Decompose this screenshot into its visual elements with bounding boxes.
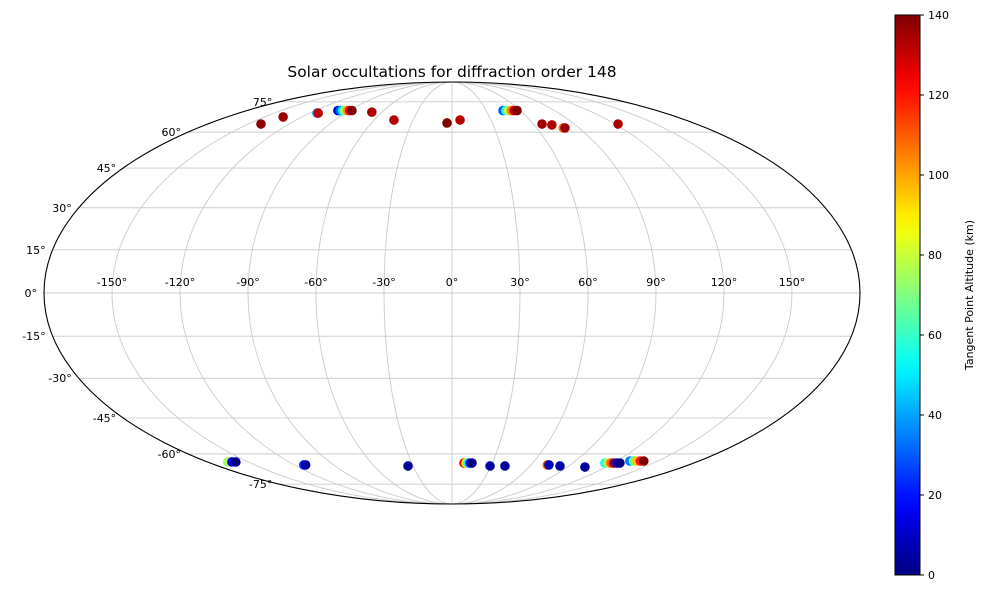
- lon-tick-labels: -150° -120° -90° -60° -30° 0° 30° 60° 90° 120° 150…: [97, 276, 805, 289]
- colorbar-tick-label: 0: [928, 569, 935, 582]
- lon-tick-label: -90°: [236, 276, 259, 289]
- lon-tick-label: 120°: [711, 276, 738, 289]
- lat-tick-label: -60°: [158, 448, 181, 461]
- data-point: [389, 115, 399, 125]
- colorbar-tick-label: 60: [928, 329, 942, 342]
- lat-tick-label: -15°: [22, 330, 45, 343]
- colorbar-tick-label: 20: [928, 489, 942, 502]
- data-point: [455, 115, 465, 125]
- colorbar-label: Tangent Point Altitude (km): [963, 220, 976, 371]
- lon-tick-label: -60°: [304, 276, 327, 289]
- lon-tick-label: 30°: [510, 276, 530, 289]
- gridline-meridian: [451, 81, 725, 505]
- data-point: [547, 120, 557, 130]
- lon-tick-label: 0°: [446, 276, 459, 289]
- colorbar-tick-label: 80: [928, 249, 942, 262]
- colorbar-tick-label: 120: [928, 89, 949, 102]
- lon-tick-label: -30°: [372, 276, 395, 289]
- data-point: [442, 118, 452, 128]
- lon-tick-label: -150°: [97, 276, 127, 289]
- data-point: [300, 460, 311, 470]
- lat-tick-label: 60°: [161, 126, 181, 139]
- data-point: [313, 108, 323, 118]
- data-point: [544, 460, 554, 470]
- gridline-meridian: [451, 81, 657, 505]
- data-point: [485, 461, 495, 471]
- gridline-meridian: [383, 81, 453, 505]
- data-point: [512, 105, 522, 116]
- lat-tick-label: 0°: [25, 287, 38, 300]
- lon-tick-label: 90°: [646, 276, 666, 289]
- map-outline: [43, 81, 861, 505]
- lat-tick-label: 30°: [52, 202, 72, 215]
- lat-tick-label: 15°: [26, 244, 46, 257]
- data-point: [231, 457, 241, 467]
- data-point: [403, 461, 413, 471]
- colorbar: [894, 14, 921, 576]
- colorbar-tick-label: 40: [928, 409, 942, 422]
- lon-tick-label: 150°: [779, 276, 806, 289]
- plot-title: Solar occultations for diffraction order…: [287, 63, 616, 81]
- colorbar-tick-label: 140: [928, 9, 949, 22]
- data-point: [347, 105, 357, 116]
- data-point: [555, 461, 565, 471]
- data-point: [638, 456, 649, 466]
- gridline-meridian: [247, 81, 453, 505]
- data-points: [223, 105, 649, 472]
- gridline-meridian: [179, 81, 453, 505]
- data-point: [580, 462, 590, 472]
- lat-tick-labels: 75° 60° 45° 30° 15° 0° -15° -30° -45° -60° -75°: [22, 96, 272, 491]
- colorbar-tick-label: 100: [928, 169, 949, 182]
- data-point: [467, 458, 477, 468]
- data-point: [278, 112, 288, 122]
- data-point: [537, 119, 547, 129]
- lon-tick-label: 60°: [578, 276, 598, 289]
- lat-tick-label: 45°: [97, 162, 117, 175]
- colorbar-ticks: 0 20 40 60 80 100 120 140: [920, 9, 949, 582]
- data-point: [367, 107, 377, 117]
- data-point: [256, 119, 266, 129]
- lat-tick-label: 75°: [253, 96, 273, 109]
- gridline-meridian: [451, 81, 793, 505]
- lon-tick-label: -120°: [165, 276, 195, 289]
- data-point: [615, 458, 625, 468]
- graticule: [44, 81, 860, 505]
- gridline-meridian: [451, 81, 521, 505]
- lat-tick-label: -45°: [93, 412, 116, 425]
- data-point: [500, 461, 510, 471]
- lat-tick-label: -75°: [249, 478, 272, 491]
- data-point: [560, 123, 570, 133]
- gridline-meridian: [111, 81, 453, 505]
- gridline-meridian: [315, 81, 453, 505]
- lat-tick-label: -30°: [48, 372, 71, 385]
- data-point: [613, 119, 623, 129]
